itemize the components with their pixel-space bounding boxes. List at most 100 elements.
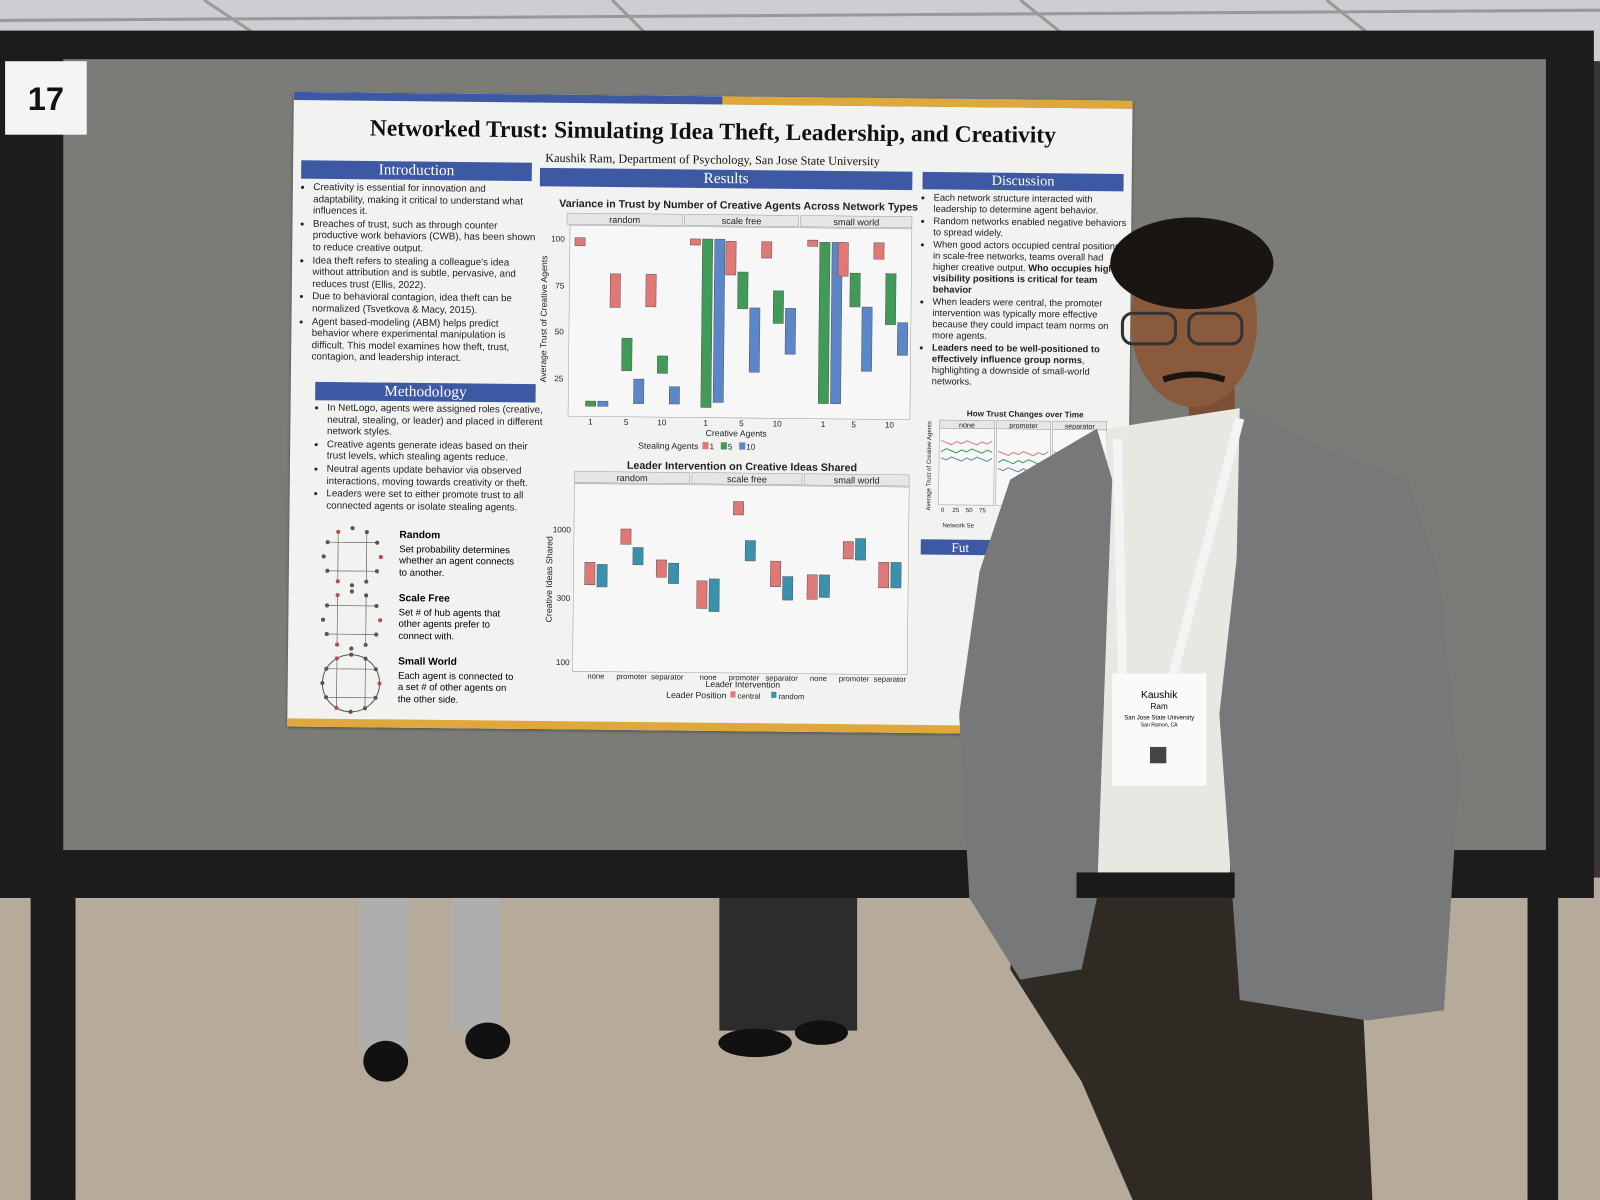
facet-label: separator [1065, 422, 1096, 430]
network-node [321, 554, 326, 559]
legend-title: Stealing Agents [638, 441, 699, 452]
box [849, 272, 861, 308]
chart-title: Variance in Trust by Number of Creative … [559, 198, 918, 214]
axis-title: Leader Intervention [705, 679, 780, 690]
box [748, 307, 761, 373]
network-edge [326, 696, 376, 699]
trend-line [940, 448, 993, 454]
facet-label: scale free [727, 474, 767, 484]
network-node [325, 568, 330, 573]
legend-swatch [720, 442, 727, 450]
x-tick-label: 75 [979, 507, 986, 514]
box [772, 290, 784, 324]
facet-strip [574, 471, 691, 485]
network-node [336, 529, 341, 534]
facet-strip [691, 472, 803, 486]
x-tick-label: 25 [952, 507, 959, 514]
badge-first-name: Kaushik [1141, 690, 1178, 701]
poster-graphics: Variance in Trust by Number of Creative … [287, 91, 1133, 736]
legend-label: central [738, 692, 761, 701]
box [744, 540, 756, 562]
network-node [324, 603, 330, 608]
network-node [349, 646, 354, 651]
y-tick-label: 100 [551, 234, 565, 243]
network-node [377, 681, 382, 686]
x-tick-label: 50 [966, 507, 973, 514]
box [655, 559, 667, 578]
x-tick-label: promoter [729, 673, 760, 682]
x-tick-label: 1 [821, 420, 826, 429]
plot-area [938, 427, 995, 506]
x-tick-label: separator [765, 673, 798, 682]
legend-label: 5 [728, 442, 733, 451]
facet-strip [566, 212, 683, 226]
network-edge [365, 532, 368, 582]
legend-label: 10 [746, 443, 756, 452]
network-node [374, 603, 379, 609]
network-node [364, 593, 369, 598]
x-tick-label: 5 [624, 418, 629, 427]
network-edge [327, 541, 378, 544]
box [873, 242, 885, 260]
y-tick-label: 100 [556, 658, 570, 667]
box [708, 578, 720, 612]
x-tick-label: separator [874, 675, 907, 684]
legend-swatch [771, 691, 777, 698]
facet-label: none [959, 421, 975, 429]
network-edge [365, 595, 367, 645]
x-tick-label: 1 [703, 419, 708, 428]
network-edge [327, 570, 377, 572]
network-node [324, 695, 329, 700]
x-tick-label: 10 [773, 419, 783, 428]
box [620, 528, 632, 545]
box [597, 400, 609, 407]
network-node [349, 583, 355, 588]
box [733, 501, 744, 516]
network-node [335, 593, 340, 598]
box [830, 242, 843, 404]
network-edge [337, 531, 339, 582]
network-edge [326, 633, 377, 635]
legend-title: Leader Position [666, 690, 726, 701]
network-node [334, 656, 339, 661]
chart-title: How Trust Changes over Time [967, 409, 1084, 419]
network-node [320, 680, 325, 686]
facet-label: random [609, 215, 641, 225]
box [818, 574, 830, 598]
board-number: 17 [28, 80, 64, 117]
box [861, 306, 873, 372]
legend-swatch [730, 691, 736, 698]
y-tick-label: 75 [555, 281, 565, 290]
legend-swatch [739, 442, 746, 450]
facet-label: small world [833, 217, 879, 227]
x-tick-label: 0 [941, 507, 945, 514]
box [668, 562, 680, 584]
box [632, 547, 644, 566]
badge-school: San Jose State University [1124, 714, 1195, 721]
box [574, 237, 586, 247]
network-node [349, 652, 354, 657]
box [782, 576, 794, 601]
y-tick-label: 50 [555, 327, 565, 336]
box [585, 400, 597, 407]
box [696, 580, 708, 609]
poster: Variance in Trust by Number of Creative … [287, 91, 1133, 736]
box [807, 239, 819, 247]
facet-strip [800, 215, 913, 229]
box [855, 538, 867, 561]
x-tick-label: promoter [616, 672, 647, 681]
facet-strip [803, 473, 910, 487]
box [668, 386, 680, 405]
box [737, 271, 749, 310]
x-tick-label: none [810, 674, 827, 683]
box [700, 238, 714, 408]
x-tick-label: 10 [885, 421, 895, 430]
box [770, 560, 782, 588]
y-tick-label: 1000 [553, 525, 572, 534]
facet-label: random [617, 473, 649, 483]
x-tick-label: none [587, 672, 604, 681]
box [689, 238, 701, 246]
network-node [375, 540, 380, 545]
network-node [364, 530, 369, 535]
